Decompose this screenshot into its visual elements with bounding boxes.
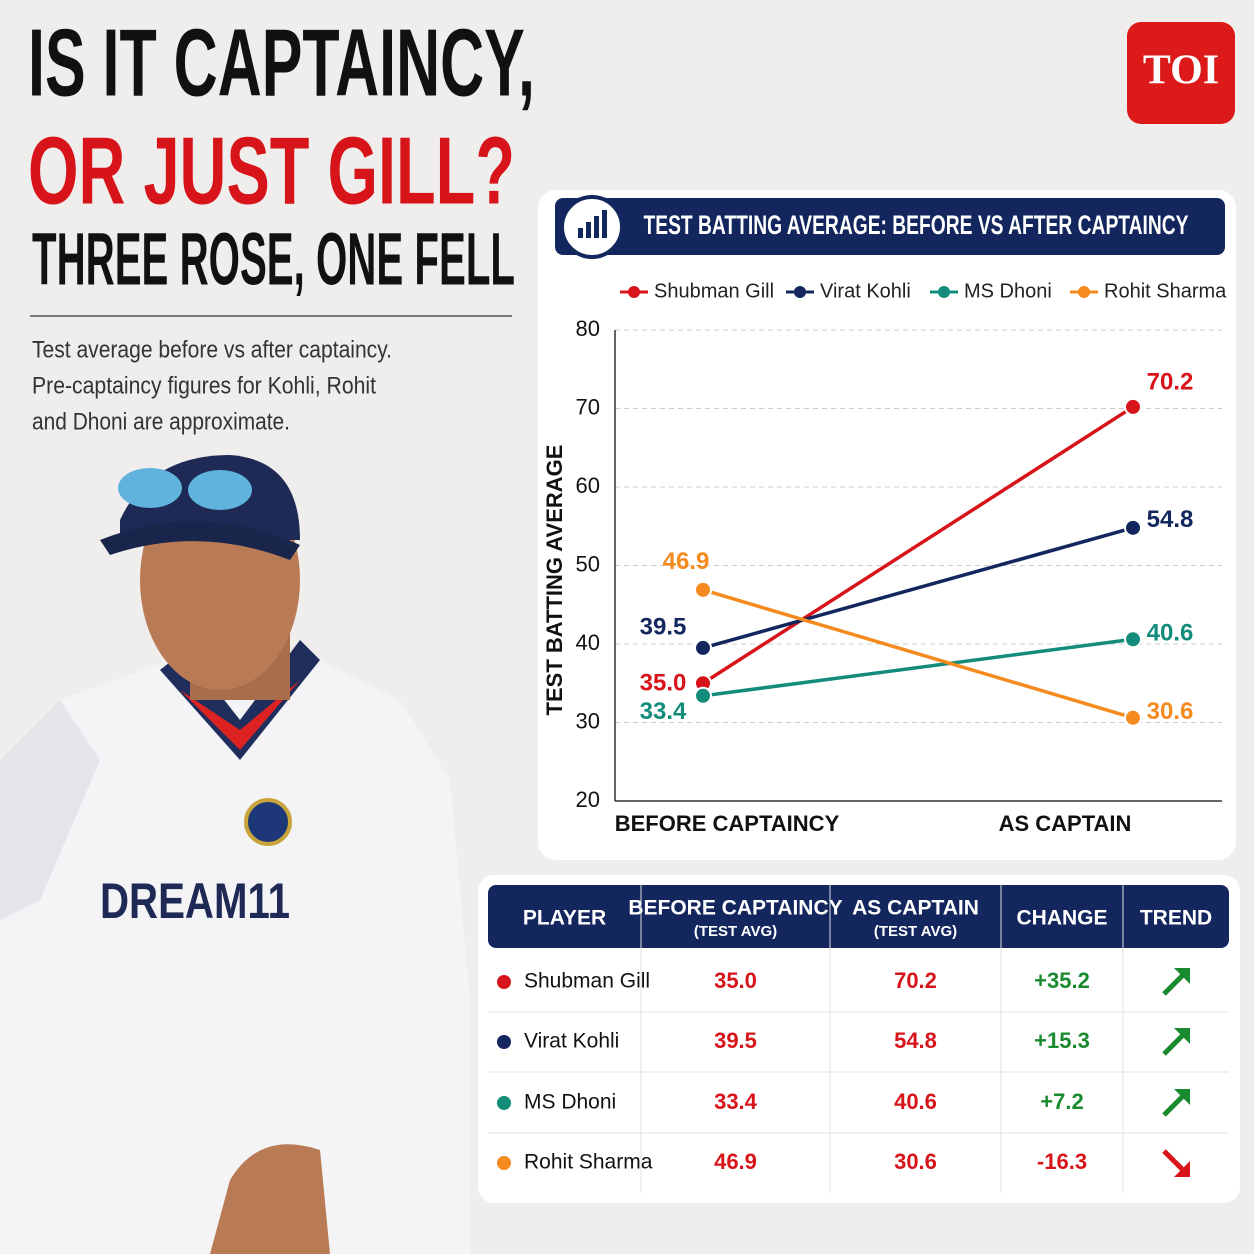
data-point [1124,630,1142,649]
trend-arrow-head [1174,1028,1190,1044]
table-cell: Shubman Gill [524,970,650,993]
headline-1: IS IT CAPTAINCY, [28,9,535,116]
data-label: 46.9 [663,548,710,575]
table-cell: +35.2 [1034,968,1090,993]
data-label: 40.6 [1147,620,1194,647]
series-line [702,405,1134,685]
row-dot [497,1035,511,1049]
table-header [488,885,1229,948]
subtitle: Test average before vs after captaincy. [32,336,392,363]
subtitle: and Dhoni are approximate. [32,408,290,435]
headline-3: THREE ROSE, ONE FELL [32,218,515,301]
chart-icon-bars [578,210,607,238]
table-cell: Virat Kohli [524,1030,619,1053]
chart-icon [560,195,624,259]
data-label: 30.6 [1147,698,1194,725]
table: PLAYER BEFORE CAPTAINCY (TEST AVG) AS CAPTA… [488,885,1229,1193]
table-cell: +15.3 [1034,1028,1090,1053]
trend-arrow-head [1174,1089,1190,1105]
row-dot [497,1096,511,1110]
legend-dot [628,286,640,298]
table-cell: -16.3 [1037,1149,1087,1174]
table-cell: 46.9 [714,1149,757,1174]
table-cell: +7.2 [1040,1089,1083,1114]
chart-header [555,198,1225,255]
table-header: (TEST AVG) [874,923,957,940]
table-cell: 33.4 [714,1089,758,1114]
data-point [1124,397,1142,416]
svg-text:DREAM11: DREAM11 [100,873,290,929]
plot: 20 30 40 50 60 70 80 BEFORE CAPTAINCY AS CAPTAIN… [576,280,1228,836]
table-header: (TEST AVG) [694,923,777,940]
legend-label: Shubman Gill [654,280,774,302]
data-label: 33.4 [640,698,687,725]
table-header: PLAYER [523,907,606,930]
table-cell: 54.8 [894,1028,937,1053]
player-photo: DREAM11 [0,455,470,1254]
trend-arrow-head [1174,1161,1190,1177]
logo-box [1127,22,1235,124]
table-header: CHANGE [1016,907,1107,930]
y-tick-label: 50 [576,551,600,576]
logo: TOI [1143,48,1219,94]
subtitle: Pre-captaincy figures for Kohli, Rohit [32,372,376,399]
legend-label: Rohit Sharma [1104,280,1227,302]
series-line [702,588,1134,720]
legend-dot [1078,286,1090,298]
table-cell: MS Dhoni [524,1091,616,1114]
table-cell: 35.0 [714,968,757,993]
table-cell: 40.6 [894,1089,937,1114]
row-dot [497,975,511,989]
headline-2: OR JUST GILL? [28,117,515,224]
y-tick-label: 30 [576,708,600,733]
table-cell: 30.6 [894,1149,937,1174]
y-tick-label: 80 [576,316,600,341]
data-label: 54.8 [1147,506,1194,533]
trend-arrow-head [1174,968,1190,984]
data-point [694,638,712,657]
data-point [694,580,712,599]
data-point [1124,708,1142,727]
legend-dot [938,286,950,298]
legend-dot [794,286,806,298]
y-tick-label: 70 [576,394,600,419]
table-cell: Rohit Sharma [524,1151,653,1174]
legend-label: MS Dhoni [964,280,1052,302]
data-point [694,686,712,705]
data-label: 35.0 [640,670,687,697]
series-line [702,637,1134,698]
data-point [1124,518,1142,537]
table-cell: 39.5 [714,1028,757,1053]
table-header: BEFORE CAPTAINCY [628,897,842,920]
y-tick-label: 20 [576,787,600,812]
table-cell: 70.2 [894,968,937,993]
data-label: 39.5 [640,613,687,640]
y-axis-label: TEST BATTING AVERAGE [542,445,567,716]
x-tick-label: AS CAPTAIN [999,811,1132,836]
row-dot [497,1156,511,1170]
y-tick-label: 40 [576,630,600,655]
y-tick-label: 60 [576,473,600,498]
legend-label: Virat Kohli [820,280,911,302]
table-header: TREND [1140,907,1212,930]
series-line [702,526,1134,650]
table-header: AS CAPTAIN [852,897,979,920]
x-tick-label: BEFORE CAPTAINCY [615,811,840,836]
chart-title: TEST BATTING AVERAGE: BEFORE VS AFTER CA… [644,210,1189,240]
data-label: 70.2 [1147,368,1194,395]
table-panel [478,875,1240,1203]
chart-panel [538,190,1236,860]
